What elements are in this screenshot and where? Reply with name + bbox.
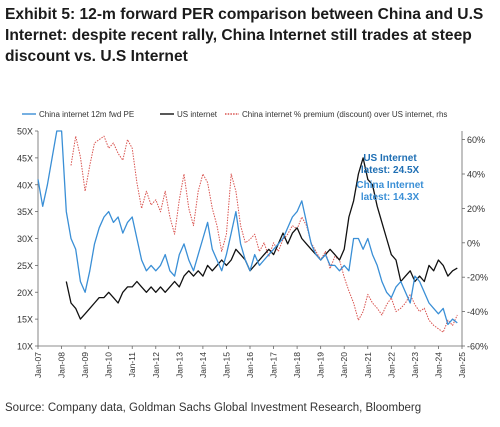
source-note: Source: Company data, Goldman Sachs Glob… [5, 402, 422, 414]
x-tick-label: Jan-18 [292, 352, 302, 378]
y-right-tick-label: -40% [467, 307, 488, 317]
legend-label: US internet [177, 110, 218, 119]
x-tick-label: Jan-11 [127, 352, 137, 378]
x-tick-label: Jan-14 [198, 352, 208, 378]
x-tick-label: Jan-22 [386, 352, 396, 378]
legend: China internet 12m fwd PE US internet Chin… [22, 110, 447, 119]
y-left-tick-label: 30X [17, 234, 33, 244]
x-tick-label: Jan-09 [80, 352, 90, 378]
x-tick-label: Jan-07 [33, 352, 43, 378]
y-left-tick-label: 20X [17, 288, 33, 298]
y-right-tick-label: 60% [467, 135, 485, 145]
y-left-tick-label: 10X [17, 342, 33, 352]
x-tick-label: Jan-12 [151, 352, 161, 378]
annotation-label: latest: 24.5X [361, 165, 420, 176]
x-tick-label: Jan-08 [57, 352, 67, 378]
x-tick-label: Jan-21 [363, 352, 373, 378]
x-tick-label: Jan-15 [221, 352, 231, 378]
x-tick-label: Jan-19 [316, 352, 326, 378]
x-tick-label: Jan-24 [433, 352, 443, 378]
y-left-tick-label: 50X [17, 127, 33, 137]
legend-label: China internet % premium (discount) over… [242, 110, 447, 119]
y-left-tick-label: 35X [17, 207, 33, 217]
x-tick-label: Jan-16 [245, 352, 255, 378]
y-right-tick-label: 40% [467, 170, 485, 180]
x-tick-label: Jan-10 [104, 352, 114, 378]
y-left-tick-label: 40X [17, 180, 33, 190]
x-tick-label: Jan-20 [339, 352, 349, 378]
series-line-us-pe [65, 157, 458, 320]
chart-title: Exhibit 5: 12-m forward PER comparison b… [5, 6, 484, 65]
axes: 10X 15X 20X 25X 30X 35X 40X 45X 50X -60% -40% -20% 0… [17, 127, 488, 379]
y-left-tick-label: 25X [17, 261, 33, 271]
y-left-tick-label: 45X [17, 153, 33, 163]
annotation-label: China Internet [356, 180, 424, 191]
y-right-tick-label: -20% [467, 273, 488, 283]
y-right-tick-label: 0% [467, 238, 480, 248]
y-right-tick-label: 20% [467, 204, 485, 214]
x-tick-label: Jan-17 [269, 352, 279, 378]
x-tick-label: Jan-25 [457, 352, 467, 378]
annotation-label: US Internet [363, 153, 417, 164]
annotation-label: latest: 14.3X [361, 192, 420, 203]
chart: China internet 12m fwd PE US internet Chin… [17, 110, 488, 379]
plot-area [37, 130, 458, 333]
y-left-tick-label: 15X [17, 315, 33, 325]
x-tick-label: Jan-13 [174, 352, 184, 378]
series-line-china-pe [37, 130, 458, 326]
x-tick-label: Jan-23 [410, 352, 420, 378]
legend-label: China internet 12m fwd PE [39, 110, 134, 119]
y-right-tick-label: -60% [467, 342, 488, 352]
series-line-premium [70, 135, 458, 333]
